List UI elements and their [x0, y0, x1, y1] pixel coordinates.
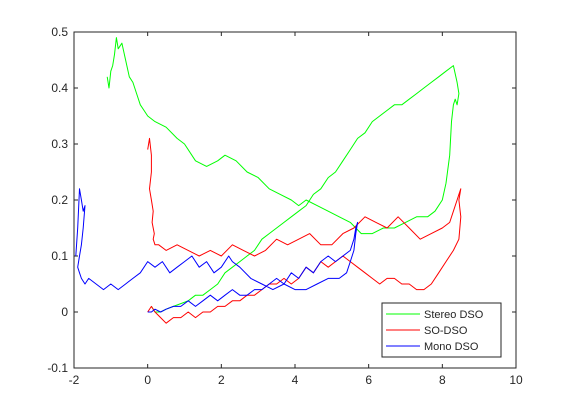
y-tick-label: -0.1 — [47, 361, 68, 375]
series-line-mono-dso — [75, 188, 359, 313]
legend-entry-label: Mono DSO — [424, 341, 479, 353]
x-tick-label: 0 — [144, 373, 151, 387]
y-tick-label: 0.1 — [51, 249, 68, 263]
y-tick-label: 0.3 — [51, 137, 68, 151]
x-tick-label: -2 — [69, 373, 80, 387]
x-tick-label: 10 — [509, 373, 523, 387]
legend-entry-label: SO-DSO — [424, 325, 468, 337]
y-tick-label: 0.5 — [51, 25, 68, 39]
series-line-so-dso — [147, 137, 462, 324]
x-tick-label: 4 — [292, 373, 299, 387]
series-line-stereo-dso — [106, 37, 460, 313]
y-tick-label: 0.2 — [51, 193, 68, 207]
x-tick-label: 2 — [218, 373, 225, 387]
axes: -2 0 2 4 6 8 10 -0.1 0 0.1 0.2 0.3 0.4 0.5 — [47, 25, 523, 387]
y-tick-label: 0 — [61, 305, 68, 319]
series-group — [75, 37, 462, 324]
legend-entry-label: Stereo DSO — [424, 309, 484, 321]
x-tick-label: 8 — [439, 373, 446, 387]
y-tick-label: 0.4 — [51, 81, 68, 95]
legend: Stereo DSO SO-DSO Mono DSO — [381, 302, 502, 358]
x-tick-label: 6 — [365, 373, 372, 387]
